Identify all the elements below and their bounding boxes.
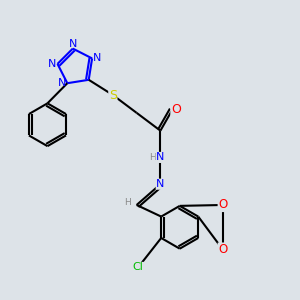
Text: N: N xyxy=(93,53,102,63)
Text: Cl: Cl xyxy=(133,262,143,272)
Text: O: O xyxy=(218,243,227,256)
Text: N: N xyxy=(69,39,77,49)
Text: H: H xyxy=(149,153,155,162)
Text: O: O xyxy=(218,199,227,212)
Text: N: N xyxy=(156,179,165,189)
Text: N: N xyxy=(48,59,56,69)
Text: N: N xyxy=(58,78,66,88)
Text: H: H xyxy=(124,197,131,206)
Text: S: S xyxy=(109,88,117,101)
Text: O: O xyxy=(171,103,181,116)
Text: N: N xyxy=(156,152,165,162)
